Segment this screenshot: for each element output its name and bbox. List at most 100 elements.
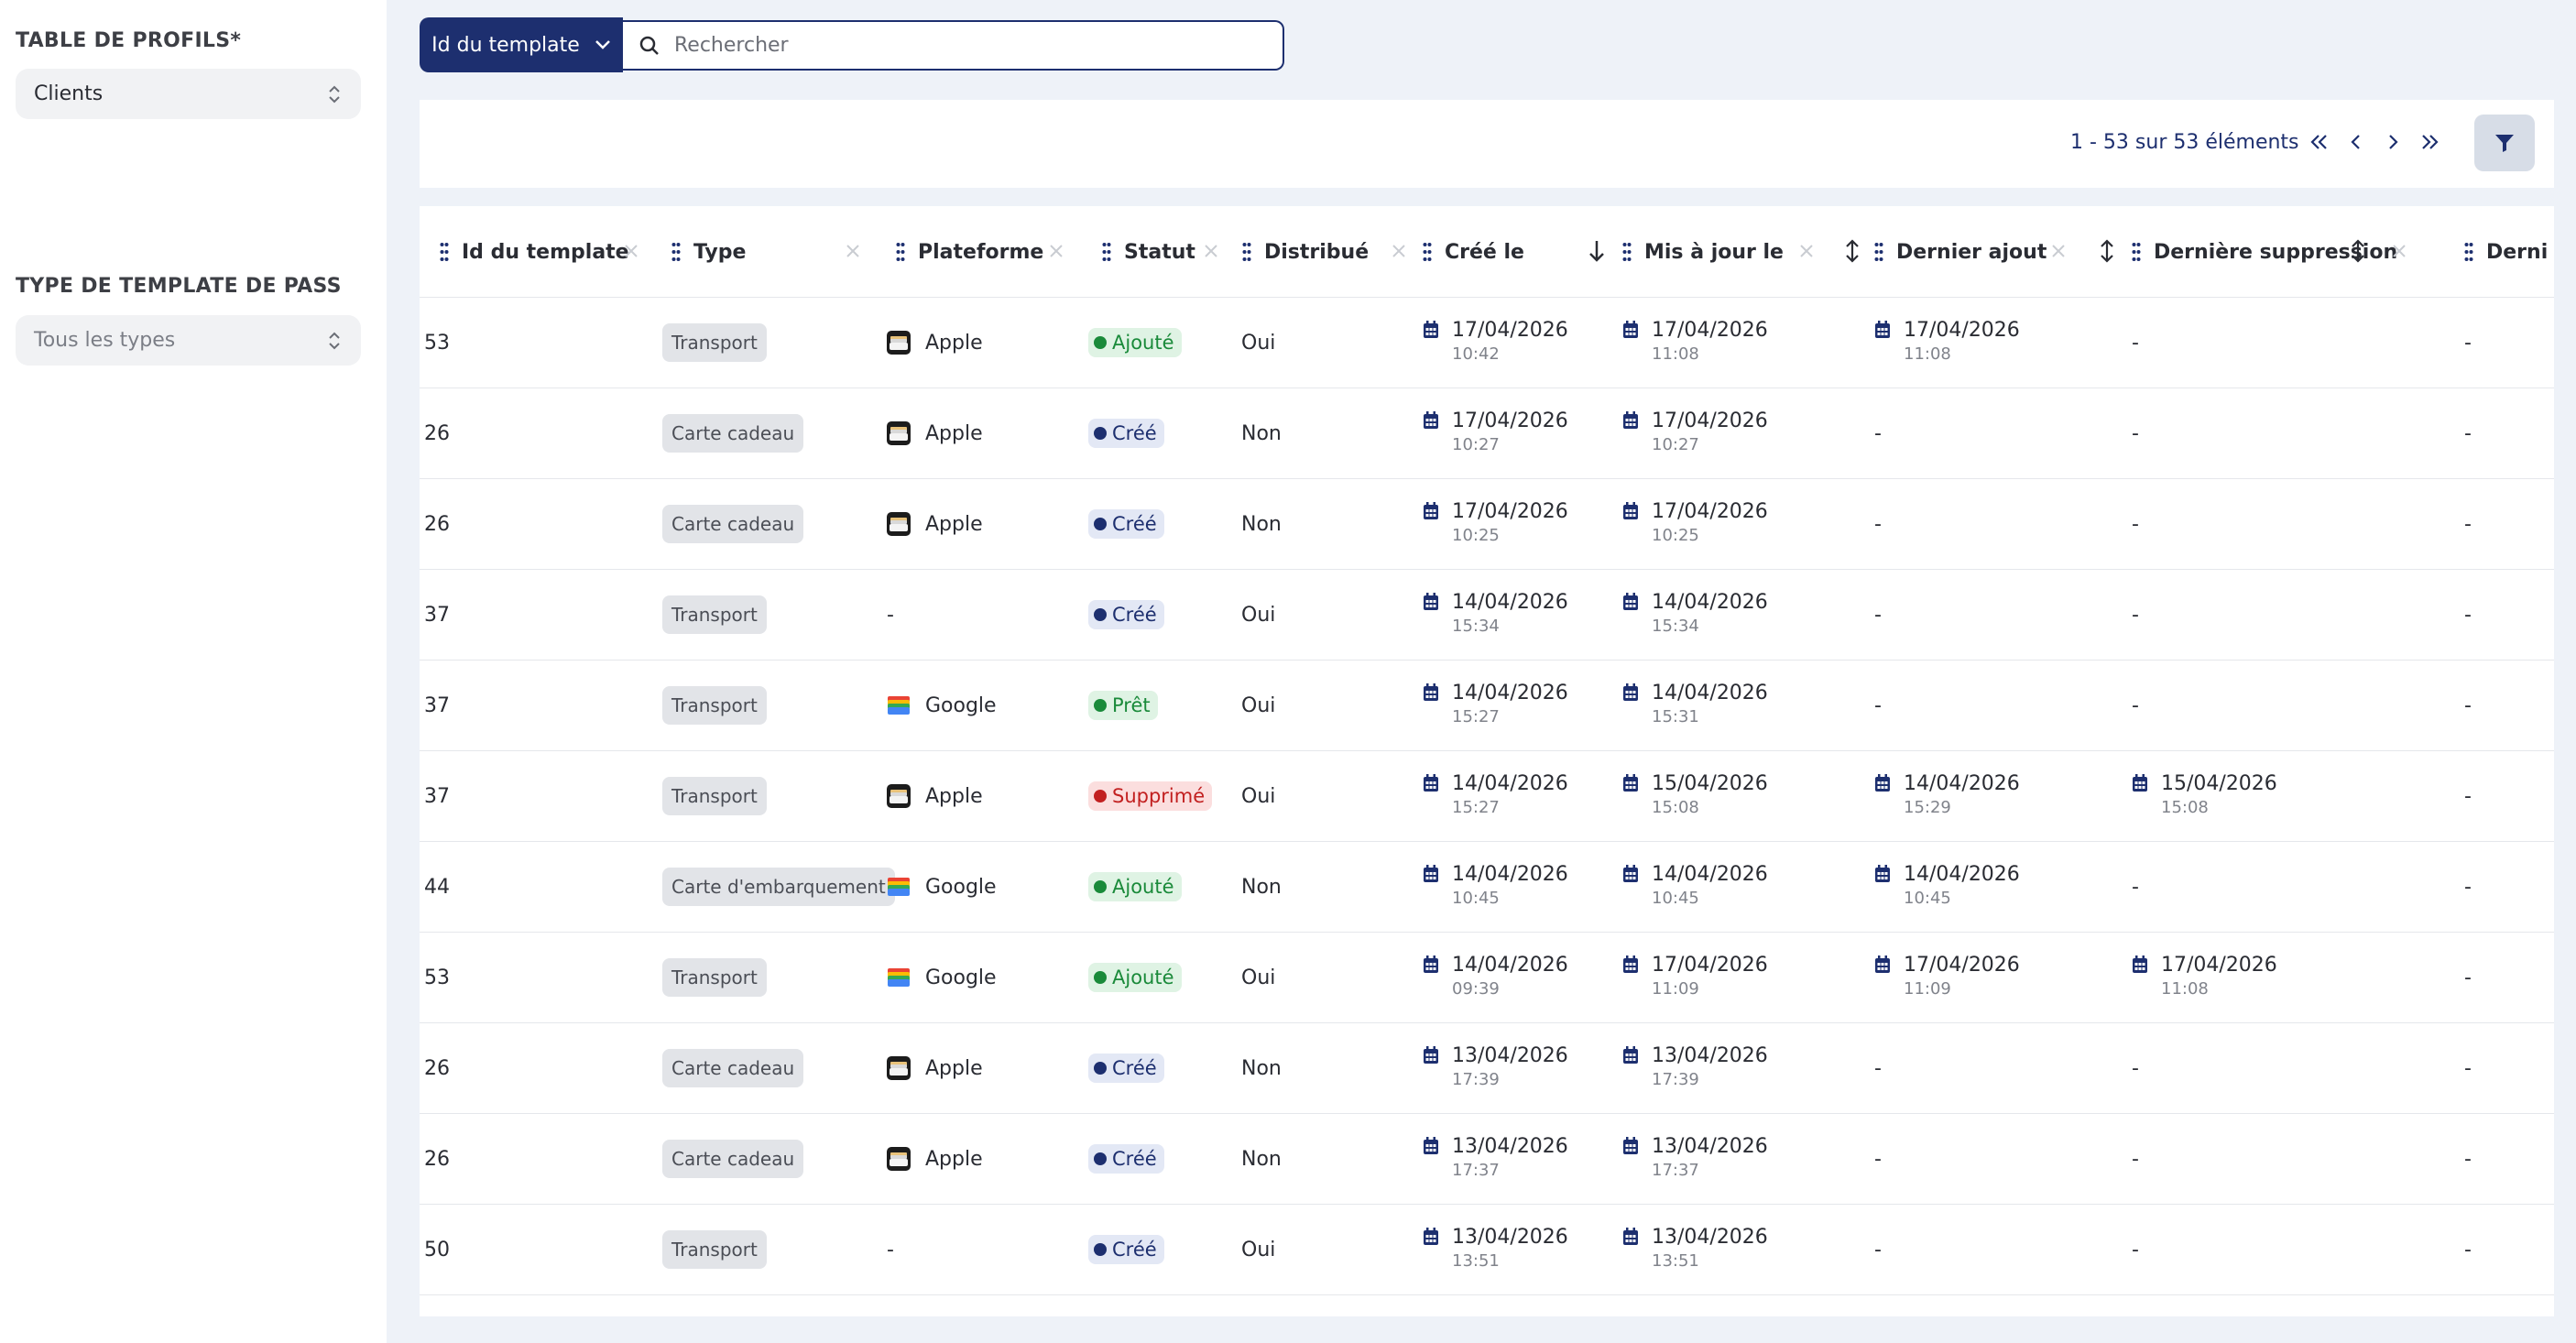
updown-chevron-icon	[329, 85, 340, 103]
platform-name: Apple	[925, 331, 983, 355]
table-row[interactable]: 37 Transport Google Prêt Oui 14/04/2026 15:27 1…	[420, 661, 2554, 751]
cell-template-id: 26	[424, 1023, 450, 1113]
cell-platform: Google	[887, 933, 997, 1022]
remove-column-icon[interactable]	[1389, 241, 1409, 261]
remove-column-icon[interactable]	[843, 241, 863, 261]
empty-value: -	[2464, 784, 2472, 808]
column-header-platform[interactable]: Plateforme	[896, 206, 1043, 298]
drag-handle-icon[interactable]	[440, 242, 449, 262]
cell-status: Prêt	[1088, 661, 1158, 750]
remove-column-icon[interactable]	[2389, 241, 2409, 261]
cell-last-deleted: -	[2132, 661, 2139, 750]
calendar-icon	[1424, 411, 1438, 429]
cell-type: Transport	[662, 1205, 767, 1294]
status-badge: Ajouté	[1088, 328, 1182, 357]
cell-type: Carte cadeau	[662, 479, 804, 569]
table-row[interactable]: 26 Carte cadeau Apple Créé Non 17/04/2026 10:2…	[420, 388, 2554, 479]
cell-distributed: Oui	[1241, 933, 1275, 1022]
calendar-icon	[1424, 683, 1438, 701]
sort-icon[interactable]	[2097, 237, 2117, 265]
table-row[interactable]: 53 Transport Google Ajouté Oui 14/04/2026 09:3…	[420, 933, 2554, 1023]
column-header-status[interactable]: Statut	[1102, 206, 1195, 298]
filter-button[interactable]	[2474, 115, 2535, 171]
drag-handle-icon[interactable]	[1874, 242, 1883, 262]
column-header-created-at[interactable]: Créé le	[1423, 206, 1524, 298]
table-row[interactable]: 53 Transport Apple Ajouté Oui 17/04/2026 10:42…	[420, 298, 2554, 388]
table-row[interactable]: 44 Carte d'embarquement Google Ajouté Non 14/…	[420, 842, 2554, 933]
cell-distributed: Oui	[1241, 570, 1275, 660]
cell-created-at: 14/04/2026 15:34	[1423, 570, 1568, 660]
column-header-last[interactable]: Derni	[2464, 206, 2548, 298]
drag-handle-icon[interactable]	[1242, 242, 1251, 262]
table-row[interactable]: 37 Transport - Créé Oui 14/04/2026 15:34 14/04/…	[420, 570, 2554, 661]
table-row[interactable]: 26 Carte cadeau Apple Créé Non 13/04/2026 17:3…	[420, 1023, 2554, 1114]
template-id: 37	[424, 693, 450, 717]
remove-column-icon[interactable]	[1046, 241, 1066, 261]
date-value: 17/04/2026	[1452, 409, 1568, 432]
calendar-icon	[1623, 321, 1638, 338]
updown-chevron-icon	[329, 332, 340, 349]
distributed-value: Non	[1241, 512, 1282, 536]
profiles-table-select[interactable]: Clients	[16, 69, 361, 119]
drag-handle-icon[interactable]	[896, 242, 905, 262]
sort-descending-icon[interactable]	[1587, 237, 1607, 265]
remove-column-icon[interactable]	[1201, 241, 1221, 261]
table-row[interactable]: 26 Carte cadeau Apple Créé Non 13/04/2026 17:3…	[420, 1114, 2554, 1205]
search-field-dropdown[interactable]: Id du template	[420, 17, 623, 72]
last-page-icon[interactable]	[2415, 127, 2444, 157]
first-page-icon[interactable]	[2305, 127, 2334, 157]
drag-handle-icon[interactable]	[671, 242, 681, 262]
calendar-icon	[1623, 1046, 1638, 1064]
drag-handle-icon[interactable]	[1423, 242, 1432, 262]
date-value: 17/04/2026	[1904, 954, 2020, 977]
date-value: 14/04/2026	[1904, 772, 2020, 795]
table-row[interactable]: 37 Transport Apple Supprimé Oui 14/04/2026 15:…	[420, 751, 2554, 842]
column-header-label: Type	[693, 240, 747, 264]
sort-icon[interactable]	[1842, 237, 1862, 265]
status-label: Ajouté	[1112, 966, 1174, 988]
cell-status: Supprimé	[1088, 751, 1213, 841]
drag-handle-icon[interactable]	[2132, 242, 2141, 262]
time-value: 10:42	[1452, 344, 1500, 364]
empty-value: -	[2464, 603, 2472, 627]
empty-value: -	[2464, 1056, 2472, 1080]
date-value: 17/04/2026	[2161, 954, 2277, 977]
column-header-label: Distribué	[1264, 240, 1370, 264]
drag-handle-icon[interactable]	[1102, 242, 1111, 262]
sort-icon[interactable]	[2348, 237, 2368, 265]
time-value: 15:08	[2161, 798, 2209, 817]
table-row[interactable]: 26 Carte cadeau Apple Créé Non 17/04/2026 10:2…	[420, 479, 2554, 570]
column-header-distributed[interactable]: Distribué	[1242, 206, 1369, 298]
search-input[interactable]: Rechercher	[623, 20, 1284, 71]
column-header-updated-at[interactable]: Mis à jour le	[1622, 206, 1784, 298]
cell-last: -	[2464, 751, 2472, 841]
cell-last-added: -	[1874, 388, 1882, 478]
status-label: Ajouté	[1112, 332, 1174, 354]
pagination-bar: 1 - 53 sur 53 éléments	[420, 100, 2554, 188]
date-value: 14/04/2026	[1452, 682, 1568, 704]
column-header-template-id[interactable]: Id du template	[440, 206, 629, 298]
search-bar: Id du template Rechercher	[420, 17, 1284, 72]
remove-column-icon[interactable]	[1796, 241, 1817, 261]
remove-column-icon[interactable]	[2048, 241, 2068, 261]
column-header-label: Statut	[1124, 240, 1195, 264]
column-header-type[interactable]: Type	[671, 206, 746, 298]
drag-handle-icon[interactable]	[2464, 242, 2473, 262]
table-row[interactable]: 50 Transport - Créé Oui 13/04/2026 13:51 13/04/…	[420, 1205, 2554, 1295]
time-value: 11:08	[2161, 979, 2209, 999]
status-dot	[1094, 518, 1107, 530]
time-value: 10:25	[1452, 526, 1500, 545]
drag-handle-icon[interactable]	[1622, 242, 1632, 262]
cell-last: -	[2464, 1023, 2472, 1113]
template-type-select[interactable]: Tous les types	[16, 315, 361, 366]
next-page-icon[interactable]	[2378, 127, 2407, 157]
cell-last-deleted: 17/04/2026 11:08	[2132, 933, 2277, 1022]
profiles-table-label: TABLE DE PROFILS*	[16, 29, 242, 52]
cell-platform: Apple	[887, 1023, 983, 1113]
remove-column-icon[interactable]	[621, 241, 641, 261]
time-value: 11:08	[1904, 344, 1951, 364]
cell-platform: -	[887, 1205, 894, 1294]
previous-page-icon[interactable]	[2341, 127, 2371, 157]
status-label: Créé	[1112, 513, 1157, 535]
column-header-last-added[interactable]: Dernier ajout	[1874, 206, 2047, 298]
